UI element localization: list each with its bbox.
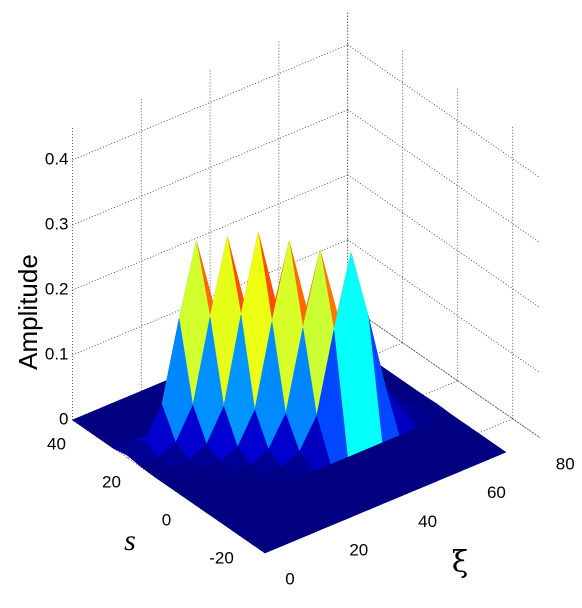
x-axis-label: ξ [452, 545, 469, 580]
grid-line [347, 174, 541, 309]
y-tick-label: 40 [47, 434, 66, 453]
y-axis-label: s [124, 524, 136, 557]
z-tick-label: 0.2 [45, 279, 69, 298]
x-tick-label: 80 [556, 454, 575, 473]
x-tick-label: 40 [418, 512, 437, 531]
y-tick-label: -20 [209, 548, 234, 567]
z-tick-label: 0.3 [45, 214, 69, 233]
x-tick-label: 20 [349, 541, 368, 560]
grid-line [347, 44, 541, 179]
z-tick-label: 0.4 [45, 149, 69, 168]
z-tick-label: 0 [59, 409, 68, 428]
x-tick-label: 0 [285, 569, 294, 588]
x-tick-label: 60 [487, 483, 506, 502]
grid-line [347, 109, 541, 244]
surface-patch [209, 507, 283, 554]
y-tick-label: 20 [102, 472, 121, 491]
z-axis-label: Amplitude [13, 254, 43, 370]
surface-layer [71, 232, 507, 554]
y-tick-label: 0 [162, 510, 171, 529]
label-layer: Amplitude s ξ 0 20 40 60 80 -20 0 20 40 0 0.1 0.2 0.… [13, 149, 575, 588]
z-tick-label: 0.1 [45, 344, 69, 363]
